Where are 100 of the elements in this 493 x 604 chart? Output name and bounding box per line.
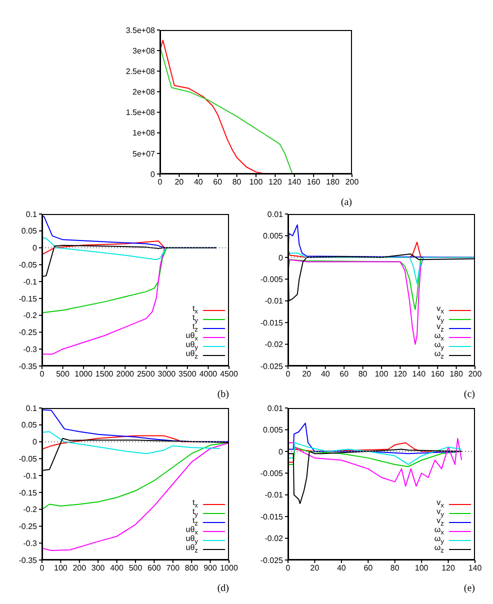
x-tick-label: 140 xyxy=(468,564,482,573)
y-tick-label: -0.025 xyxy=(260,362,284,371)
legend-label: ω$_{z}$ xyxy=(434,349,444,362)
legend-label: v$_{x}$ xyxy=(436,304,444,316)
x-tick-label: 120 xyxy=(442,564,456,573)
y-tick-label: 0 xyxy=(278,253,284,262)
x-tick-label: 180 xyxy=(450,370,464,379)
y-tick-label: -0.015 xyxy=(260,512,284,522)
x-tick-label: 160 xyxy=(306,178,321,187)
y-tick-label: -0.05 xyxy=(18,260,38,270)
legend-label: v$_{z}$ xyxy=(436,322,444,334)
y-tick-label: -0.01 xyxy=(264,296,284,306)
text: (c) xyxy=(464,389,475,400)
x-tick-label: 600 xyxy=(148,564,162,573)
x-tick-label: 80 xyxy=(390,564,400,573)
x-tick-label: 700 xyxy=(166,564,180,573)
y-tick-label: -0.005 xyxy=(260,468,284,478)
x-tick-label: 100 xyxy=(414,564,429,573)
x-tick-label: 200 xyxy=(345,178,360,187)
x-tick-label: 0 xyxy=(286,564,291,573)
x-tick-label: 4000 xyxy=(199,370,218,379)
y-tick-label: 3.5e+08 xyxy=(126,26,156,35)
y-tick-label: -0.02 xyxy=(264,534,284,544)
legend-label: t$_{x}$ xyxy=(192,304,198,316)
y-tick-label: 3e+08 xyxy=(132,46,156,56)
x-tick-label: 800 xyxy=(184,564,199,573)
x-tick-label: 80 xyxy=(232,178,242,187)
legend-label: t$_{x}$ xyxy=(192,498,198,510)
x-tick-label: 4500 xyxy=(220,370,238,379)
y-tick-label: 0 xyxy=(150,170,156,179)
y-tick-label: 0.1 xyxy=(26,404,38,413)
y-tick-label: 1.5e+08 xyxy=(126,108,156,118)
x-tick-label: 0 xyxy=(40,564,45,573)
y-tick-label: 0.1 xyxy=(26,210,38,219)
x-tick-label: 900 xyxy=(204,564,218,573)
y-tick-label: -0.02 xyxy=(264,340,284,350)
y-tick-label: -0.2 xyxy=(23,505,38,514)
x-tick-label: 20 xyxy=(174,178,184,187)
x-tick-label: 200 xyxy=(72,564,87,573)
y-tick-label: 2.5e+08 xyxy=(126,66,156,76)
x-tick-label: 60 xyxy=(340,370,350,379)
y-tick-label: 0.01 xyxy=(267,210,284,219)
y-tick-label: -0.05 xyxy=(18,454,38,464)
x-tick-label: 500 xyxy=(56,370,70,379)
y-tick-label: 1e+08 xyxy=(132,128,156,138)
y-tick-label: -0.35 xyxy=(18,556,38,565)
legend-label: ω$_{y}$ xyxy=(434,534,444,546)
text: (b) xyxy=(217,389,229,400)
legend-label: v$_{y}$ xyxy=(436,507,444,519)
x-tick-label: 0 xyxy=(158,178,163,187)
y-tick-label: -0.2 xyxy=(23,311,38,320)
y-tick-label: -0.3 xyxy=(23,344,38,354)
x-tick-label: 0 xyxy=(40,370,45,379)
y-tick-label: -0.35 xyxy=(18,362,38,371)
y-tick-label: 0.005 xyxy=(262,426,284,435)
x-tick-label: 140 xyxy=(412,370,426,379)
x-tick-label: 100 xyxy=(249,178,264,187)
x-tick-label: 2000 xyxy=(116,370,135,379)
legend-label: t$_{y}$ xyxy=(192,507,198,519)
y-tick-label: 2e+08 xyxy=(132,88,156,97)
y-tick-label: -0.25 xyxy=(18,522,38,532)
x-tick-label: 1000 xyxy=(220,564,238,573)
y-tick-label: 0.05 xyxy=(21,420,38,430)
x-tick-label: 1500 xyxy=(95,370,114,379)
legend-label: t$_{z}$ xyxy=(192,322,198,334)
x-tick-label: 3500 xyxy=(178,370,197,379)
legend-label: uθ$_{z}$ xyxy=(186,349,198,362)
x-tick-label: 100 xyxy=(374,370,389,379)
y-tick-label: -0.1 xyxy=(23,277,38,286)
y-tick-label: -0.15 xyxy=(18,294,38,304)
legend-label: uθ$_{z}$ xyxy=(186,543,198,556)
text: (e) xyxy=(464,583,475,594)
legend-label: ω$_{y}$ xyxy=(434,340,444,352)
legend-label: ω$_{x}$ xyxy=(434,331,444,343)
x-tick-label: 100 xyxy=(54,564,68,573)
y-tick-label: 0 xyxy=(32,244,38,253)
y-tick-label: -0.25 xyxy=(18,328,38,338)
x-tick-label: 40 xyxy=(194,178,204,187)
legend-label: t$_{z}$ xyxy=(192,516,198,528)
legend-label: v$_{z}$ xyxy=(436,516,444,528)
legend-label: ω$_{x}$ xyxy=(434,525,444,537)
y-tick-label: -0.1 xyxy=(23,471,38,480)
x-tick-label: 60 xyxy=(213,178,223,187)
legend-label: v$_{y}$ xyxy=(436,313,444,325)
y-tick-label: -0.015 xyxy=(260,318,284,328)
x-tick-label: 60 xyxy=(364,564,374,573)
x-tick-label: 20 xyxy=(302,370,312,379)
text: (d) xyxy=(217,583,229,594)
x-tick-label: 160 xyxy=(430,370,445,379)
x-tick-label: 300 xyxy=(91,564,106,573)
x-tick-label: 2500 xyxy=(136,370,156,379)
y-tick-label: -0.3 xyxy=(23,538,38,548)
x-tick-label: 80 xyxy=(358,370,368,379)
y-tick-label: 0.05 xyxy=(21,226,38,236)
x-tick-label: 20 xyxy=(310,564,320,573)
legend-label: ω$_{z}$ xyxy=(434,543,444,556)
y-tick-label: -0.025 xyxy=(260,556,284,565)
y-tick-label: -0.15 xyxy=(18,488,38,498)
y-tick-label: -0.01 xyxy=(264,490,284,500)
x-tick-label: 120 xyxy=(394,370,408,379)
